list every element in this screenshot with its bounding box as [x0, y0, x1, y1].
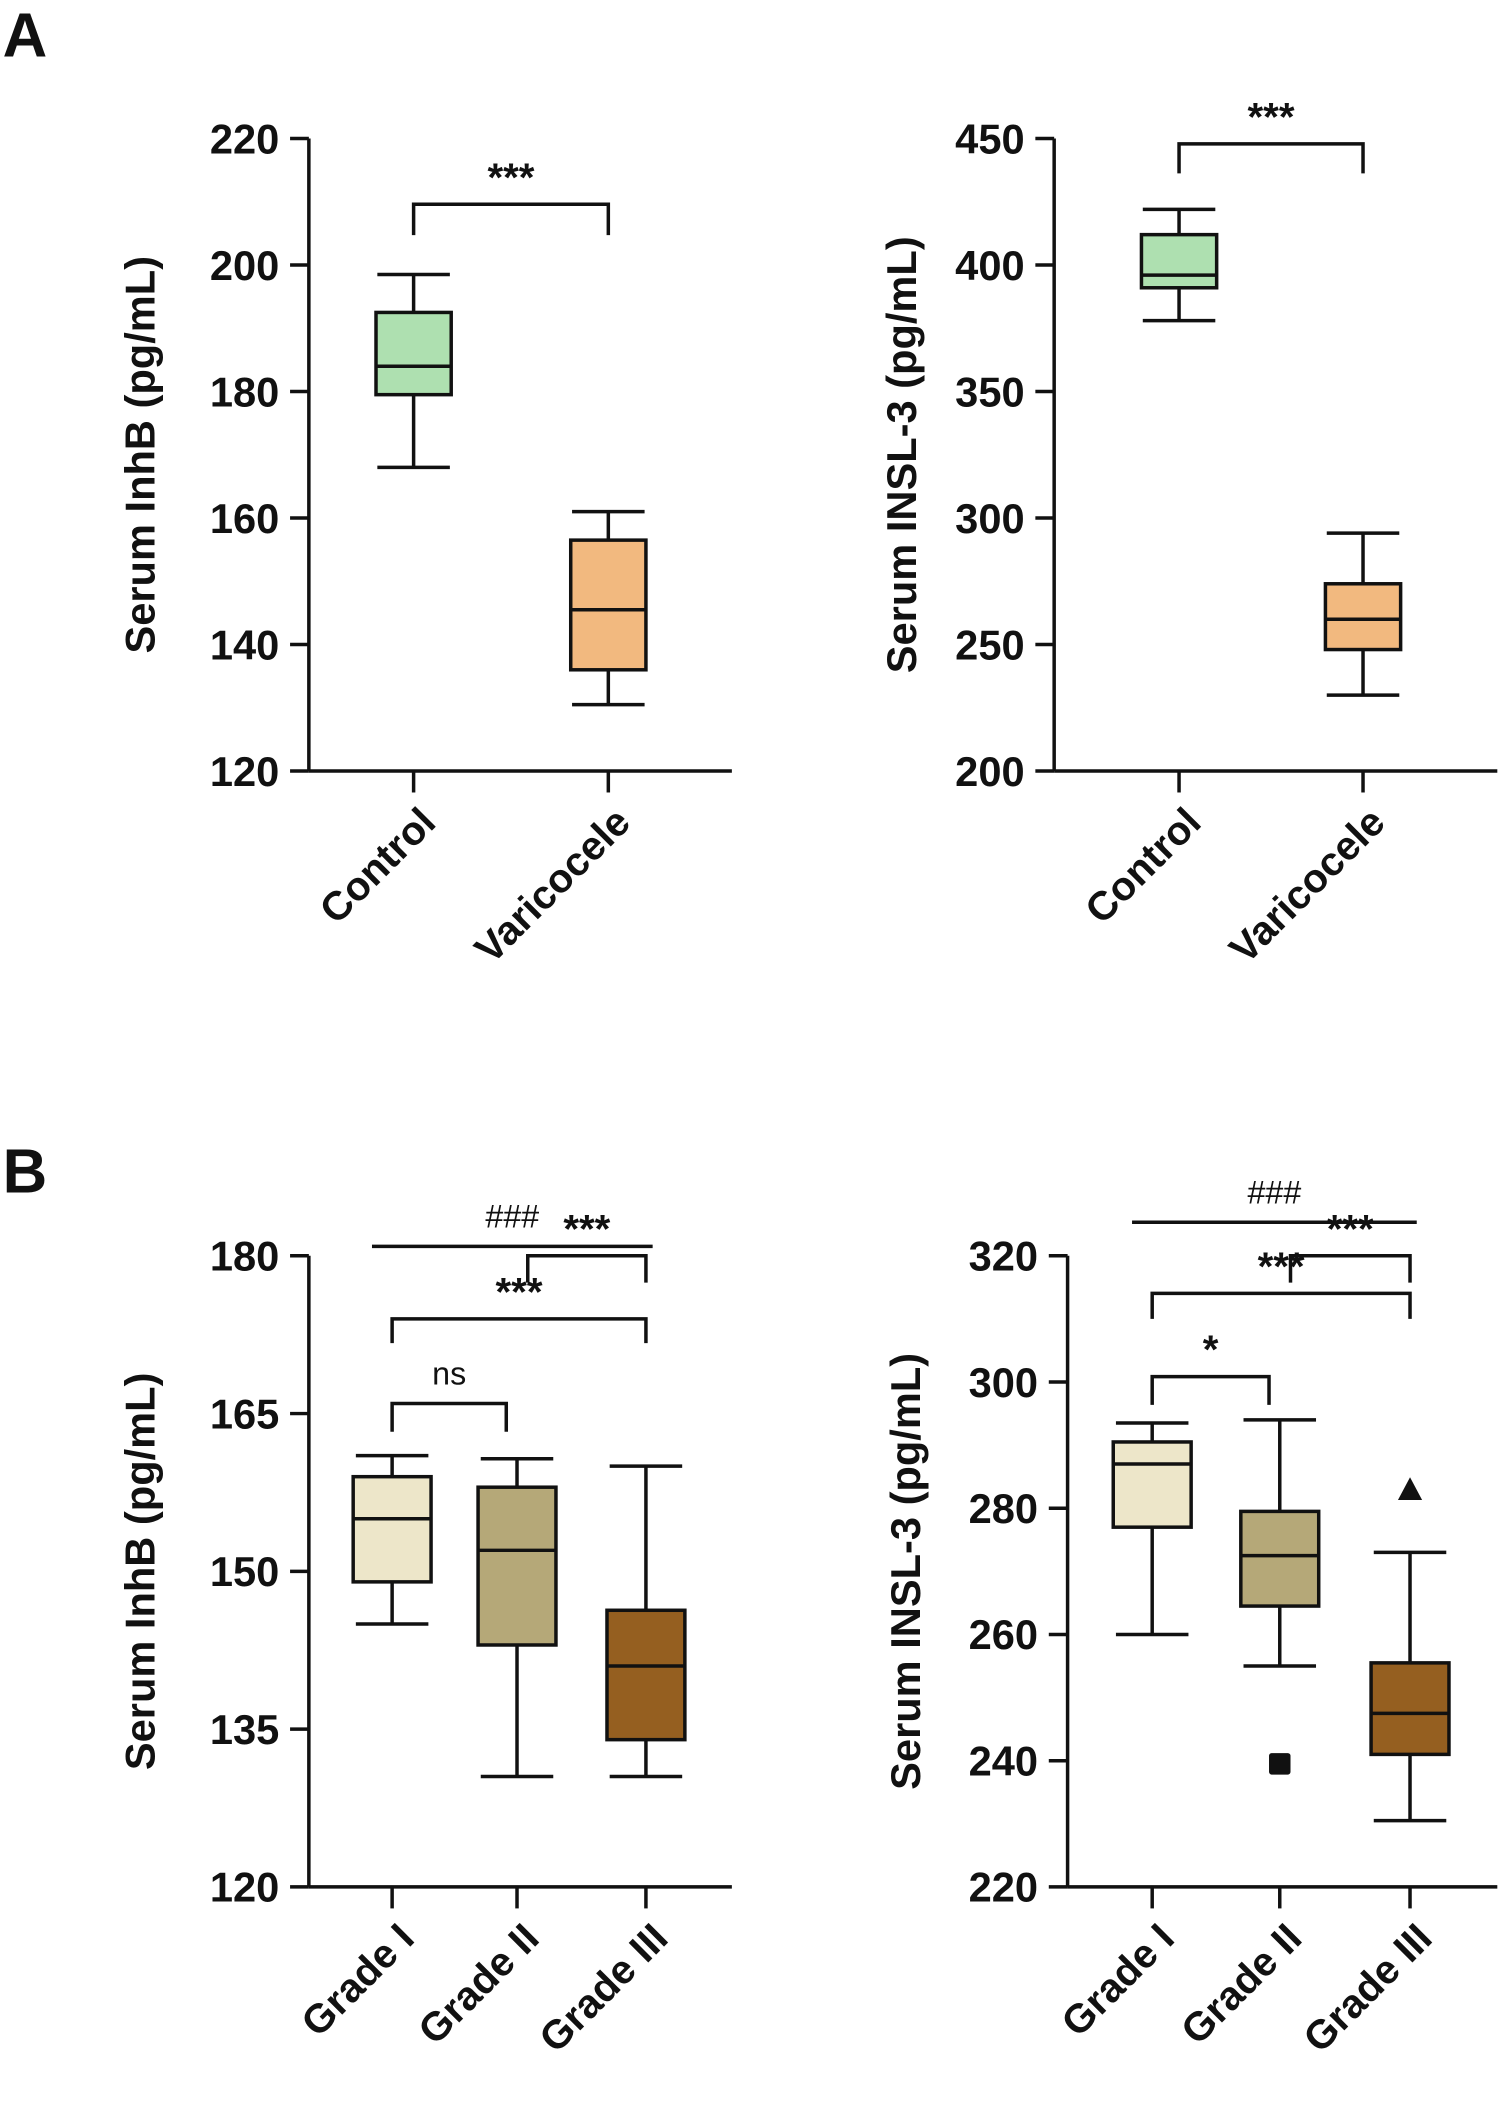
y-tick-label: 220	[210, 115, 279, 162]
significance-label: ***	[563, 1206, 610, 1251]
y-tick-label: 240	[969, 1737, 1038, 1784]
panel-label-a: A	[3, 2, 48, 71]
significance-bracket	[1177, 142, 1365, 174]
box-control	[374, 310, 453, 397]
x-tick-label: Varicocele	[466, 799, 639, 972]
y-tick-label: 180	[210, 1233, 279, 1280]
significance-label: ***	[496, 1269, 543, 1314]
y-tick-label: 300	[955, 495, 1024, 542]
y-tick-label: 140	[210, 621, 279, 668]
box-grade-i	[1111, 1440, 1193, 1529]
y-tick-label: 180	[210, 368, 279, 415]
box-grade-ii	[476, 1485, 558, 1647]
y-tick-label: 165	[210, 1390, 279, 1437]
y-tick-label: 150	[210, 1548, 279, 1595]
y-tick-label: 350	[955, 368, 1024, 415]
y-axis-label: Serum InhB (pg/mL)	[116, 256, 163, 654]
x-tick-label: Grade I	[1053, 1915, 1183, 2045]
x-tick-label: Grade III	[1295, 1915, 1441, 2061]
y-tick-label: 400	[955, 242, 1024, 289]
box-varicocele	[568, 538, 648, 672]
outlier-square	[1269, 1753, 1291, 1775]
y-tick-label: 160	[210, 495, 279, 542]
boxplot-1: 120 140 160 180 200 220 Serum InhB (pg/mL) Cont…	[116, 115, 732, 972]
box-grade-ii	[1239, 1509, 1321, 1608]
x-tick-label: Grade III	[531, 1915, 677, 2061]
x-tick-label: Grade II	[1172, 1915, 1310, 2053]
significance-label: ***	[1258, 1244, 1305, 1289]
boxplot-3: 120 135 150 165 180 Serum InhB (pg/mL) Grade I…	[116, 1199, 732, 2061]
box-grade-i	[351, 1474, 433, 1584]
boxplot-2: 200 250 300 350 400 450 Serum INSL-3 (pg/mL) Co…	[878, 94, 1498, 972]
box-control	[1139, 232, 1219, 290]
y-tick-label: 280	[969, 1485, 1038, 1532]
x-tick-label: Grade I	[293, 1915, 423, 2045]
y-tick-label: 220	[969, 1864, 1038, 1911]
x-tick-label: Control	[1077, 799, 1210, 932]
significance-label: ***	[487, 155, 534, 200]
y-tick-label: 120	[210, 748, 279, 795]
significance-bracket	[390, 1317, 648, 1344]
x-tick-label: Grade II	[410, 1915, 548, 2053]
y-axis-label: Serum InhB (pg/mL)	[116, 1373, 163, 1771]
significance-bracket	[1288, 1254, 1412, 1283]
significance-bracket	[411, 202, 611, 236]
boxplot-4: 220 240 260 280 300 320 Serum INSL-3 (pg/mL) Gr…	[882, 1174, 1498, 2061]
x-tick-label: Control	[311, 799, 444, 932]
x-tick-label: Varicocele	[1221, 799, 1394, 972]
significance-label: ###	[1248, 1174, 1302, 1210]
y-axis-label: Serum INSL-3 (pg/mL)	[882, 1353, 929, 1790]
outlier-triangle	[1397, 1477, 1423, 1501]
y-tick-label: 260	[969, 1611, 1038, 1658]
y-tick-label: 320	[969, 1233, 1038, 1280]
significance-label: ***	[1248, 94, 1295, 139]
significance-bracket	[1150, 1291, 1412, 1319]
y-tick-label: 200	[955, 748, 1024, 795]
y-tick-label: 250	[955, 621, 1024, 668]
plots-group: 120 140 160 180 200 220 Serum InhB (pg/mL) Cont…	[116, 94, 1498, 2061]
box-grade-iii	[605, 1608, 687, 1742]
y-tick-label: 135	[210, 1706, 279, 1753]
panel-label-b: B	[3, 1138, 48, 1207]
significance-bracket	[390, 1401, 509, 1432]
significance-label: ns	[432, 1356, 466, 1392]
y-tick-label: 200	[210, 242, 279, 289]
y-tick-label: 450	[955, 115, 1024, 162]
significance-label: *	[1203, 1327, 1219, 1372]
y-tick-label: 300	[969, 1359, 1038, 1406]
significance-label: ***	[1327, 1206, 1374, 1251]
box-grade-iii	[1369, 1661, 1451, 1757]
box-varicocele	[1323, 582, 1403, 652]
y-axis-label: Serum INSL-3 (pg/mL)	[878, 236, 925, 673]
significance-bracket	[1150, 1374, 1271, 1405]
y-tick-label: 120	[210, 1864, 279, 1911]
significance-bracket	[526, 1254, 648, 1283]
significance-label: ###	[485, 1199, 539, 1235]
